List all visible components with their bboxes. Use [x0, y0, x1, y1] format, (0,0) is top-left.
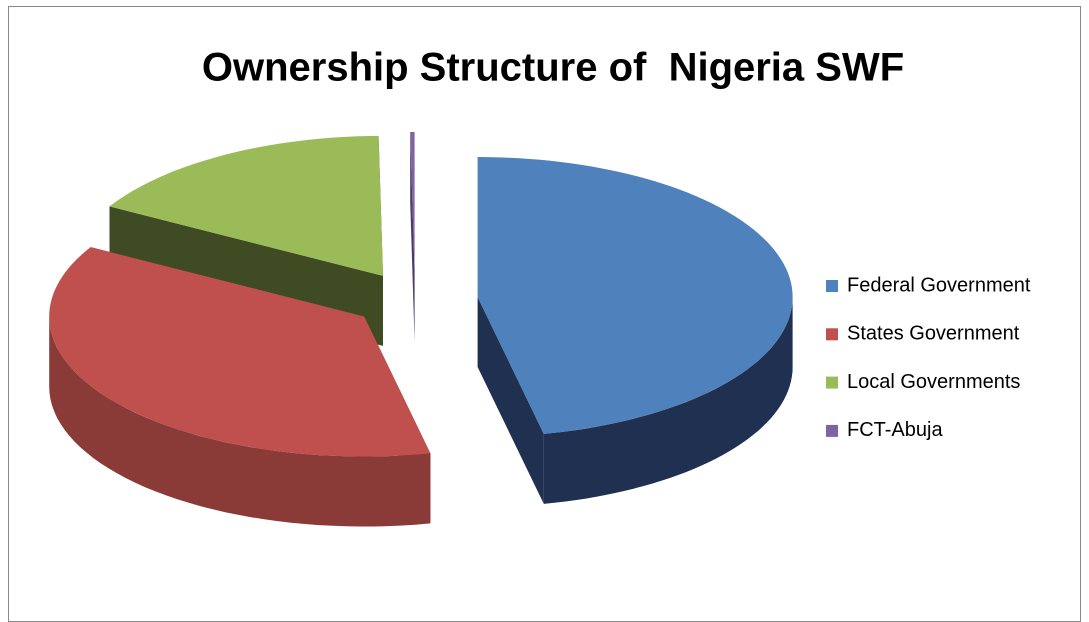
- slice-rim: [49, 316, 431, 527]
- slice: [410, 132, 415, 272]
- slice: [49, 247, 431, 457]
- slice: [477, 157, 793, 434]
- slice-wall: [410, 132, 415, 342]
- legend-swatch: [826, 328, 838, 341]
- pie: [49, 132, 793, 527]
- legend-label: States Government: [847, 323, 1020, 345]
- legend-swatch: [826, 280, 838, 292]
- legend-swatch: [826, 424, 838, 437]
- legend-label: FCT-Abuja: [847, 419, 943, 441]
- chart-title: Ownership Structure of Nigeria SWF: [202, 46, 904, 90]
- slice-rim: [543, 297, 793, 504]
- slice: [109, 135, 383, 276]
- legend-label: Federal Government: [847, 274, 1031, 296]
- legend: Federal Government States Government Local…: [826, 274, 1031, 441]
- legend-label: Local Governments: [847, 371, 1020, 393]
- legend-swatch: [826, 376, 838, 389]
- slice-wall: [477, 297, 544, 504]
